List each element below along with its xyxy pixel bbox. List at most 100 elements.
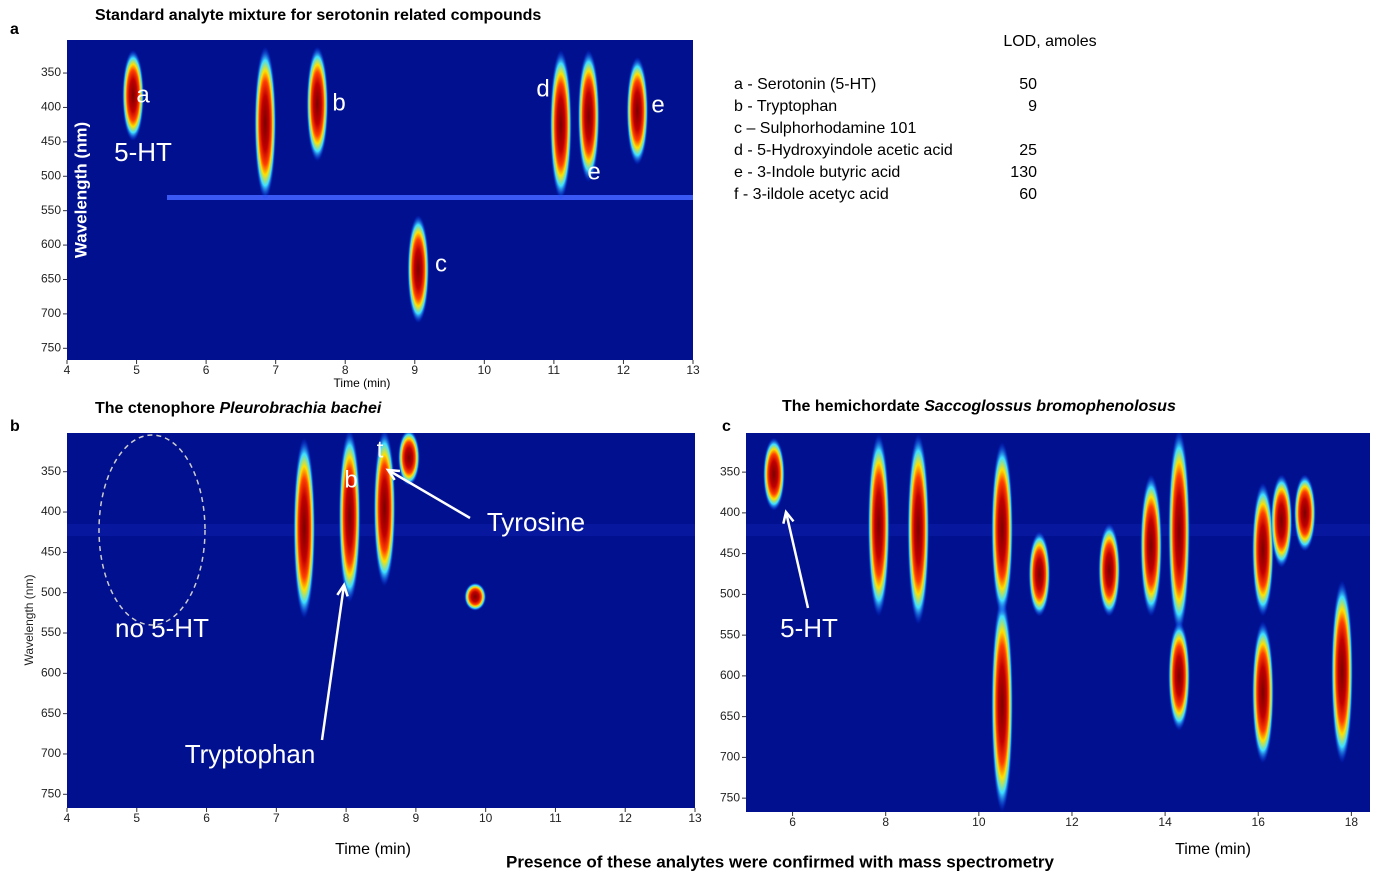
- arrow-head: [385, 468, 401, 481]
- panel-letter: c: [722, 418, 731, 435]
- x-tick-label: 9: [411, 363, 418, 377]
- legend-lod: 50: [1019, 76, 1037, 93]
- y-tick-label: 450: [720, 546, 740, 560]
- x-tick-label: 7: [272, 363, 279, 377]
- y-tick-label: 350: [720, 464, 740, 478]
- legend-label: f - 3-ildole acetyc acid: [734, 186, 889, 203]
- legend-lod: 130: [1010, 164, 1037, 181]
- peak: [1251, 620, 1274, 764]
- annotation: b: [332, 89, 345, 116]
- artifact-band: [746, 524, 1370, 536]
- x-tick-label: 10: [972, 815, 986, 829]
- y-tick-label: 700: [41, 746, 61, 760]
- annotation: Tyrosine: [487, 507, 585, 537]
- title-text: The ctenophore: [95, 400, 219, 417]
- y-tick-label: 650: [720, 709, 740, 723]
- legend-label: a - Serotonin (5-HT): [734, 76, 876, 93]
- arrow: [784, 511, 810, 609]
- annotation: b: [344, 466, 357, 493]
- y-tick-label: 450: [41, 134, 61, 148]
- peak: [1028, 531, 1051, 617]
- y-tick-label: 400: [41, 504, 61, 518]
- x-tick-label: 11: [549, 811, 562, 825]
- x-tick-label: 5: [133, 363, 140, 377]
- legend-lod: 60: [1019, 186, 1037, 203]
- x-tick-label: 6: [203, 811, 210, 825]
- peak: [1168, 433, 1191, 633]
- y-tick-label: 550: [41, 203, 61, 217]
- x-tick-label: 8: [343, 811, 350, 825]
- panel-title: The hemichordate Saccoglossus bromopheno…: [782, 398, 1176, 415]
- peak: [464, 582, 487, 611]
- peaks: [67, 433, 695, 619]
- arrow-head: [782, 509, 795, 524]
- annotation: e: [587, 158, 600, 185]
- x-tick-label: 7: [273, 811, 280, 825]
- annotation: e: [651, 91, 664, 118]
- y-tick-label: 700: [720, 750, 740, 764]
- y-tick-label: 400: [720, 505, 740, 519]
- x-axis-label: Time (min): [335, 841, 411, 858]
- y-tick-label: 500: [41, 585, 61, 599]
- peak: [991, 596, 1014, 812]
- legend-lod: 9: [1028, 98, 1037, 115]
- panel-letter: b: [10, 418, 20, 435]
- arrow: [387, 468, 471, 520]
- y-tick-label: 700: [41, 306, 61, 320]
- artifact-band: [167, 195, 693, 200]
- y-tick-label: 450: [41, 545, 61, 559]
- y-tick-label: 500: [41, 168, 61, 182]
- footer: Presence of these analytes were confirme…: [506, 852, 1055, 871]
- y-tick-label: 350: [41, 65, 61, 79]
- peak: [1098, 523, 1121, 617]
- x-tick-label: 13: [686, 363, 700, 377]
- x-tick-label: 5: [133, 811, 140, 825]
- y-tick-label: 550: [720, 627, 740, 641]
- x-tick-label: 12: [1065, 815, 1079, 829]
- title-text: Standard analyte mixture for serotonin r…: [95, 7, 541, 24]
- x-axis-label: Time (min): [334, 376, 391, 390]
- legend-label: c – Sulphorhodamine 101: [734, 120, 916, 137]
- peak: [549, 49, 572, 200]
- x-tick-label: 8: [882, 815, 889, 829]
- x-tick-label: 12: [617, 363, 631, 377]
- y-axis-label: Wavelength (nm): [22, 575, 36, 666]
- x-tick-label: 4: [64, 363, 71, 377]
- y-tick-label: 600: [41, 237, 61, 251]
- peak: [1140, 474, 1163, 617]
- x-tick-label: 16: [1252, 815, 1266, 829]
- peak: [1270, 474, 1293, 568]
- y-tick-label: 750: [41, 786, 61, 800]
- x-tick-label: 11: [548, 363, 561, 377]
- annotation: t: [377, 436, 384, 463]
- peak: [407, 214, 430, 324]
- y-tick-label: 750: [41, 340, 61, 354]
- peak: [1331, 580, 1354, 764]
- y-tick-label: 750: [720, 790, 740, 804]
- peak: [577, 49, 600, 183]
- peak: [1293, 474, 1316, 552]
- peaks: [746, 433, 1370, 812]
- legend-label: d - 5-Hydroxyindole acetic acid: [734, 142, 953, 159]
- x-tick-label: 12: [619, 811, 633, 825]
- peak: [254, 46, 277, 200]
- y-tick-label: 600: [720, 668, 740, 682]
- annotation: c: [435, 250, 447, 277]
- legend-label: e - 3-Indole butyric acid: [734, 164, 900, 181]
- title-italic: Saccoglossus bromophenolosus: [924, 398, 1176, 415]
- x-tick-label: 14: [1158, 815, 1172, 829]
- x-tick-label: 6: [789, 815, 796, 829]
- y-tick-label: 650: [41, 272, 61, 286]
- peak: [1251, 482, 1274, 617]
- annotation: Tryptophan: [185, 739, 316, 769]
- peak: [338, 433, 361, 603]
- annotation: no 5-HT: [115, 613, 209, 643]
- peak: [306, 46, 329, 162]
- arrow: [320, 584, 346, 741]
- peak: [626, 56, 649, 166]
- y-tick-label: 400: [41, 100, 61, 114]
- legend-lod: 25: [1019, 142, 1037, 159]
- peak: [991, 441, 1014, 617]
- x-tick-label: 6: [203, 363, 210, 377]
- dashed-region: [98, 434, 206, 626]
